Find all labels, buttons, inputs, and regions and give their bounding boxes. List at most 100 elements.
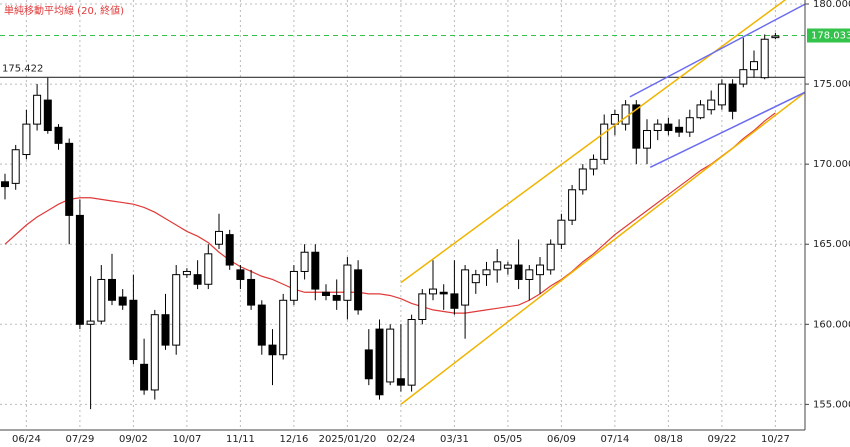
candle-body (386, 328, 395, 383)
trend-line (400, 0, 787, 284)
x-tick-label: 09/02 (119, 434, 148, 445)
x-tick-label: 2025/01/20 (319, 434, 377, 445)
candle-body (717, 83, 726, 106)
candle-body (760, 38, 769, 79)
candle-body (86, 320, 95, 325)
candle-body (364, 349, 373, 380)
candle-body (461, 269, 470, 306)
candle-body (182, 270, 191, 276)
x-tick-label: 07/29 (65, 434, 94, 445)
moving-average-line (4, 112, 776, 314)
candle-body (108, 278, 116, 301)
trend-line (629, 3, 805, 98)
candle-body (22, 123, 31, 156)
candle-body (546, 243, 555, 271)
candle-body (172, 274, 181, 346)
candle-body (1, 181, 9, 188)
candle-body (140, 363, 149, 391)
y-tick-label: 160.000 (813, 319, 850, 330)
candle-body (536, 264, 544, 276)
marks (0, 0, 805, 410)
plot-area (0, 0, 805, 430)
candle-body (204, 253, 213, 285)
candle-body (600, 123, 609, 160)
trend-line (649, 91, 805, 169)
candle-body (482, 269, 491, 276)
candle-body (568, 189, 577, 221)
candle-body (289, 270, 298, 301)
candle-body (664, 123, 673, 132)
last-price-label: 178.033 (811, 31, 850, 42)
candle-body (343, 264, 352, 301)
candle-body (685, 117, 694, 133)
x-tick-label: 03/31 (440, 434, 469, 445)
candle-body (54, 126, 63, 144)
legend-label: 単純移動平均線 (20, 終値) (4, 4, 124, 17)
candle-body (407, 318, 416, 386)
x-tick-label: 07/14 (600, 434, 629, 445)
candle-body (161, 314, 170, 346)
candle-body (215, 230, 223, 245)
candle-body (621, 104, 630, 125)
candle-body (750, 61, 758, 71)
candle-body (578, 168, 587, 191)
candle-body (129, 299, 138, 361)
candle-body (247, 278, 256, 306)
candle-body (118, 296, 127, 306)
candle-body (150, 314, 159, 391)
y-tick-label: 170.000 (813, 159, 850, 170)
candle-body (257, 304, 266, 346)
candle-body (97, 278, 106, 322)
candle-body (225, 234, 234, 266)
candle-body (429, 288, 437, 295)
candle-body (503, 264, 512, 269)
candle-body (739, 69, 748, 85)
candle-body (375, 328, 384, 396)
candle-body (771, 35, 780, 39)
candle-body (279, 299, 288, 356)
candle-body (632, 104, 641, 149)
candle-body (610, 114, 619, 125)
candle-body (322, 291, 330, 296)
x-tick-label: 09/22 (707, 434, 736, 445)
x-tick-label: 06/09 (547, 434, 576, 445)
candle-body (396, 378, 405, 386)
candle-body (43, 99, 52, 132)
candle-body (493, 261, 502, 271)
candle-body (268, 344, 277, 356)
candle-body (33, 94, 42, 125)
x-tick-label: 10/27 (761, 434, 790, 445)
candle-body (589, 158, 598, 170)
last-price-tag (807, 28, 850, 43)
candle-body (75, 214, 84, 325)
y-tick-label: 180.000 (813, 0, 850, 10)
y-tick-label: 175.000 (813, 79, 850, 90)
x-tick-label: 05/05 (493, 434, 522, 445)
candle-body (450, 293, 459, 309)
candle-body (675, 126, 684, 133)
x-tick-label: 02/24 (386, 434, 415, 445)
candle-body (557, 219, 566, 245)
candle-body (728, 83, 737, 112)
candle-body (332, 294, 341, 301)
candle-body (439, 291, 448, 295)
y-tick-label: 165.000 (813, 239, 850, 250)
candle-body (653, 123, 662, 132)
reference-label: 175.422 (2, 63, 43, 74)
candle-body (65, 142, 74, 216)
candle-body (643, 130, 651, 149)
candle-body (354, 269, 363, 311)
candle-body (193, 274, 202, 285)
trend-line (400, 91, 805, 405)
candle-body (707, 99, 716, 111)
candle-body (514, 264, 523, 280)
x-tick-label: 06/24 (12, 434, 41, 445)
candle-body (311, 251, 320, 290)
x-tick-label: 10/07 (172, 434, 201, 445)
x-tick-label: 08/18 (654, 434, 683, 445)
candle-body (418, 293, 427, 320)
candle-body (696, 104, 705, 119)
candle-body (525, 269, 534, 280)
